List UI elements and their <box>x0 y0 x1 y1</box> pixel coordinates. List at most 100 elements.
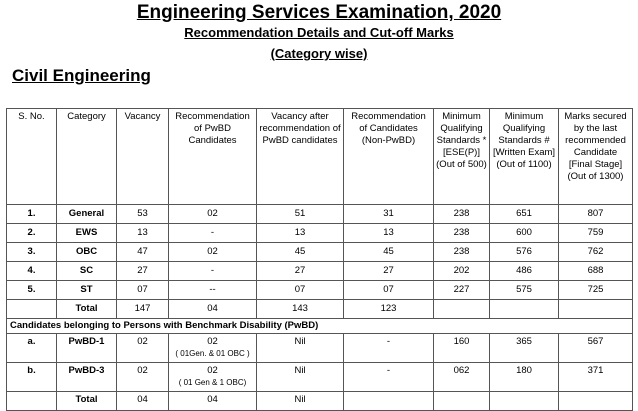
table-cell: - <box>168 261 257 281</box>
table-cell: b. <box>6 362 57 392</box>
table-cell: 3. <box>6 242 57 262</box>
cell-value: b. <box>27 365 36 376</box>
table-cell: 759 <box>558 223 633 243</box>
table-cell: SC <box>56 261 117 281</box>
table-cell: 04 <box>168 299 257 319</box>
cell-value: 062 <box>453 365 470 376</box>
table-cell: 575 <box>489 280 559 300</box>
table-header-row: S. No. Category Vacancy Recommendation of P… <box>6 108 633 205</box>
table-cell: 123 <box>343 299 434 319</box>
pwbd-heading: Candidates belonging to Persons with Ben… <box>6 318 633 334</box>
cell-value: PwBD-1 <box>68 336 105 347</box>
table-cell: a. <box>6 333 57 363</box>
table-cell: 07 <box>256 280 344 300</box>
table-cell: 13 <box>343 223 434 243</box>
column-header: Vacancy after recommendation of PwBD can… <box>256 108 344 205</box>
table-cell: - <box>168 223 257 243</box>
cell-value: Total <box>75 394 98 405</box>
column-header: Minimum Qualifying Standards # [Written … <box>489 108 559 205</box>
table-cell: 07 <box>116 280 169 300</box>
cell-value: 04 <box>137 394 148 405</box>
table-cell: Total <box>56 299 117 319</box>
table-cell: 27 <box>256 261 344 281</box>
table-row: 3. OBC 47 02 45 45 238 576 762 <box>6 242 633 262</box>
cell-value: a. <box>27 336 36 347</box>
cell-value: 371 <box>587 365 604 376</box>
cutoff-table: S. No. Category Vacancy Recommendation of P… <box>6 108 633 411</box>
cell-value: 567 <box>587 336 604 347</box>
pwbd-heading-row: Candidates belonging to Persons with Ben… <box>6 318 633 334</box>
pwbd-row: a. PwBD-1 02 02 ( 01Gen. & 01 OBC ) Nil - 160 36… <box>6 333 633 363</box>
cell-value: - <box>386 365 391 376</box>
table-row: 4. SC 27-27 27 202 486 688 <box>6 261 633 281</box>
table-cell: 27 <box>343 261 434 281</box>
table-cell: 04 <box>168 391 257 411</box>
table-cell <box>489 391 559 411</box>
table-cell: 51 <box>256 204 344 224</box>
table-cell: - <box>343 362 434 392</box>
table-cell: 160 <box>433 333 490 363</box>
column-header: Marks secured by the last recommended Ca… <box>558 108 633 205</box>
table-cell: PwBD-3 <box>56 362 117 392</box>
table-cell: 47 <box>116 242 169 262</box>
table-cell: 576 <box>489 242 559 262</box>
cell-value: 02 <box>137 336 148 347</box>
column-header: Recommendation of Candidates (Non-PwBD) <box>343 108 434 205</box>
table-cell: 725 <box>558 280 633 300</box>
table-cell: Nil <box>256 391 344 411</box>
cell-value: 02 <box>137 365 148 376</box>
table-cell: 238 <box>433 242 490 262</box>
table-cell <box>343 391 434 411</box>
table-cell: 27 <box>116 261 169 281</box>
cell-value: 365 <box>516 336 532 347</box>
table-cell: 600 <box>489 223 559 243</box>
table-cell: 45 <box>256 242 344 262</box>
table-cell <box>558 391 633 411</box>
pwbd-row: b. PwBD-3 02 02 ( 01 Gen & 1 OBC) Nil - 062 180 3… <box>6 362 633 392</box>
table-cell: 238 <box>433 223 490 243</box>
table-cell: 651 <box>489 204 559 224</box>
table-cell: 02 <box>168 242 257 262</box>
table-cell <box>558 299 633 319</box>
cell-value: Nil <box>294 394 306 405</box>
cell-value: Nil <box>294 336 306 347</box>
table-cell: - <box>343 333 434 363</box>
cell-value: 180 <box>516 365 532 376</box>
table-cell: 147 <box>116 299 169 319</box>
table-cell: 02 <box>168 204 257 224</box>
table-cell: 1. <box>6 204 57 224</box>
table-cell: 762 <box>558 242 633 262</box>
table-cell <box>489 299 559 319</box>
column-header: Recommendation of PwBD Candidates <box>168 108 257 205</box>
table-cell: 2. <box>6 223 57 243</box>
table-cell: Nil <box>256 362 344 392</box>
table-cell: 5. <box>6 280 57 300</box>
table-cell: General <box>56 204 117 224</box>
table-cell: OBC <box>56 242 117 262</box>
table-cell: Nil <box>256 333 344 363</box>
table-row: 2. EWS 13-13 13 238 600 759 <box>6 223 633 243</box>
table-cell: 02 <box>116 362 169 392</box>
page-subtitle: Recommendation Details and Cut-off Marks <box>184 25 454 40</box>
table-row: 5. ST 07 -- 07 07 227 575 725 <box>6 280 633 300</box>
column-header: Category <box>56 108 117 205</box>
table-cell: 45 <box>343 242 434 262</box>
section-heading: Civil Engineering <box>12 66 151 85</box>
table-cell: 13 <box>256 223 344 243</box>
table-cell: 180 <box>489 362 559 392</box>
table-cell: 567 <box>558 333 633 363</box>
cell-value: 04 <box>207 394 218 405</box>
pwbd-row: Total 04 04 Nil <box>6 391 633 411</box>
table-cell <box>433 391 490 411</box>
table-cell: 202 <box>433 261 490 281</box>
table-cell <box>433 299 490 319</box>
table-cell: Total <box>56 391 117 411</box>
column-header: S. No. <box>6 108 57 205</box>
table-cell: 807 <box>558 204 633 224</box>
cell-value: 02 <box>207 365 218 376</box>
table-row: 1. General 53 02 51 31 238 651 807 <box>6 204 633 224</box>
table-cell: 238 <box>433 204 490 224</box>
table-cell: ST <box>56 280 117 300</box>
page-subtitle-2: (Category wise) <box>270 46 368 61</box>
table-cell: 227 <box>433 280 490 300</box>
